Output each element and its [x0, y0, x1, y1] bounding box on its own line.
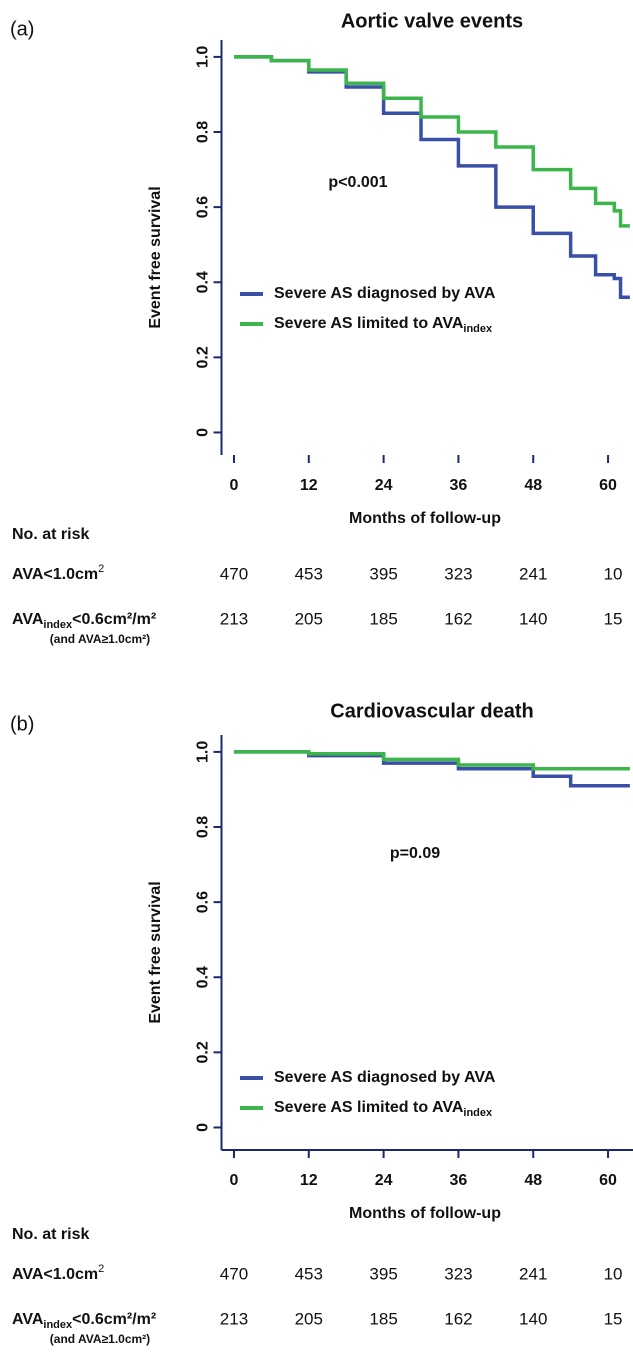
x-tick-label: 24 [375, 477, 393, 494]
risk-value: 453 [295, 564, 323, 583]
survival-curve [233, 55, 630, 228]
legend-subscript: index [463, 323, 493, 335]
survival-curve [233, 750, 630, 771]
y-tick-label: 1.0 [195, 46, 212, 68]
legend-label: Severe AS limited to AVAindex [274, 1099, 493, 1119]
risk-value: 213 [220, 609, 248, 628]
risk-value: 15 [604, 1309, 623, 1328]
risk-value: 185 [369, 609, 397, 628]
risk-title: No. at risk [12, 526, 89, 543]
y-tick-label: 0 [195, 428, 212, 437]
x-tick-label: 0 [230, 1172, 239, 1189]
x-tick-label: 60 [599, 477, 617, 494]
y-axis-label: Event free survival [147, 881, 164, 1023]
legend-label: Severe AS diagnosed by AVA [274, 285, 496, 302]
x-tick-label: 24 [375, 1172, 393, 1189]
risk-label-text: AVA [12, 1311, 44, 1328]
x-tick-label: 12 [300, 477, 318, 494]
risk-value: 185 [369, 1309, 397, 1328]
x-tick-label: 48 [524, 1172, 542, 1189]
risk-label-sup: 2 [98, 1263, 104, 1275]
legend-text: Severe AS limited to AVA [274, 315, 464, 332]
risk-row-label: AVAindex<0.6cm²/m² [12, 611, 156, 631]
x-axis-label: Months of follow-up [349, 510, 501, 527]
risk-label-text: AVA [12, 611, 44, 628]
y-tick-label: 0.6 [195, 891, 212, 913]
y-tick-label: 1.0 [195, 741, 212, 763]
risk-value: 10 [604, 564, 623, 583]
y-tick-label: 0.8 [195, 816, 212, 838]
risk-label-sub: index [43, 619, 73, 631]
x-tick-label: 36 [450, 477, 468, 494]
panel: (b) Cardiovascular death 0 0.2 0.4 0.6 0.8 1.0 0… [10, 700, 633, 1346]
x-tick-label: 0 [230, 477, 239, 494]
legend-text: Severe AS diagnosed by AVA [274, 285, 496, 302]
risk-value: 213 [220, 1309, 248, 1328]
risk-value: 140 [519, 609, 547, 628]
chart-title: Aortic valve events [341, 10, 523, 32]
x-tick-label: 36 [450, 1172, 468, 1189]
x-tick-label: 48 [524, 477, 542, 494]
risk-value: 241 [519, 564, 547, 583]
panel: (a) Aortic valve events 0 0.2 0.4 0.6 0.8 1.0 0 1… [10, 10, 630, 646]
risk-label-text: AVA<1.0cm [12, 566, 98, 583]
risk-value: 395 [369, 1264, 397, 1283]
risk-value: 10 [604, 1264, 623, 1283]
x-tick-label: 60 [599, 1172, 617, 1189]
y-axis-label: Event free survival [147, 186, 164, 328]
risk-value: 162 [444, 609, 472, 628]
risk-value: 140 [519, 1309, 547, 1328]
annotation: p=0.09 [390, 845, 440, 862]
y-tick-label: 0.8 [195, 121, 212, 143]
risk-value: 395 [369, 564, 397, 583]
chart-title: Cardiovascular death [330, 700, 533, 722]
risk-value: 470 [220, 564, 248, 583]
risk-label-text: AVA<1.0cm [12, 1266, 98, 1283]
risk-row-label: AVA<1.0cm2 [12, 563, 104, 583]
y-tick-label: 0.2 [195, 346, 212, 368]
risk-row-note: (and AVA≥1.0cm²) [50, 632, 150, 646]
legend-text: Severe AS limited to AVA [274, 1099, 464, 1116]
y-tick-label: 0 [195, 1123, 212, 1132]
x-axis-label: Months of follow-up [349, 1205, 501, 1222]
risk-value: 470 [220, 1264, 248, 1283]
panel-label: (b) [10, 713, 34, 735]
legend-text: Severe AS diagnosed by AVA [274, 1069, 496, 1086]
risk-label-sup: 2 [98, 563, 104, 575]
legend-label: Severe AS limited to AVAindex [274, 315, 493, 335]
y-tick-label: 0.4 [195, 966, 212, 988]
y-tick-label: 0.4 [195, 271, 212, 293]
panel-label: (a) [10, 18, 34, 40]
risk-row-label: AVA<1.0cm2 [12, 1263, 104, 1283]
risk-value: 162 [444, 1309, 472, 1328]
x-tick-label: 12 [300, 1172, 318, 1189]
risk-value: 205 [295, 609, 323, 628]
risk-label-rest: <0.6cm²/m² [72, 1311, 156, 1328]
y-tick-label: 0.2 [195, 1041, 212, 1063]
survival-curve [233, 55, 630, 300]
risk-value: 205 [295, 1309, 323, 1328]
risk-label-rest: <0.6cm²/m² [72, 611, 156, 628]
risk-value: 323 [444, 564, 472, 583]
risk-label-sub: index [43, 1319, 73, 1331]
risk-value: 323 [444, 1264, 472, 1283]
risk-row-note: (and AVA≥1.0cm²) [50, 1332, 150, 1346]
y-tick-label: 0.6 [195, 196, 212, 218]
risk-row-label: AVAindex<0.6cm²/m² [12, 1311, 156, 1331]
risk-title: No. at risk [12, 1226, 89, 1243]
annotation: p<0.001 [328, 174, 387, 191]
risk-value: 241 [519, 1264, 547, 1283]
risk-value: 15 [604, 609, 623, 628]
legend-label: Severe AS diagnosed by AVA [274, 1069, 496, 1086]
risk-value: 453 [295, 1264, 323, 1283]
legend-subscript: index [463, 1107, 493, 1119]
